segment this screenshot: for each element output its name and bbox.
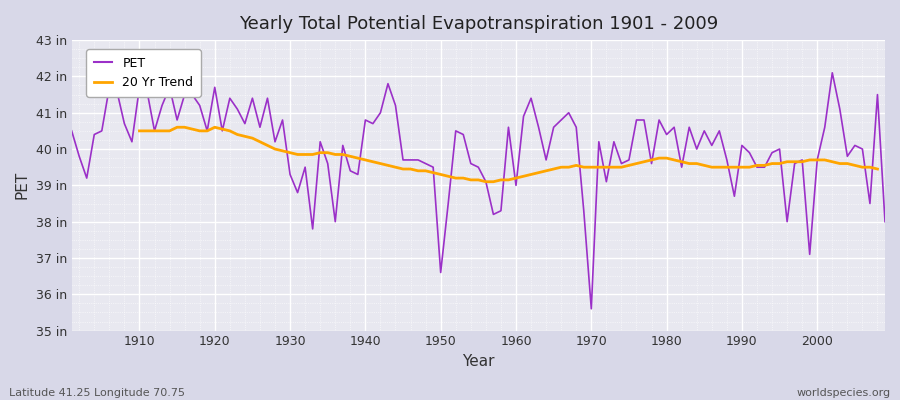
Text: Latitude 41.25 Longitude 70.75: Latitude 41.25 Longitude 70.75	[9, 388, 185, 398]
X-axis label: Year: Year	[462, 354, 495, 369]
Title: Yearly Total Potential Evapotranspiration 1901 - 2009: Yearly Total Potential Evapotranspiratio…	[238, 15, 718, 33]
Legend: PET, 20 Yr Trend: PET, 20 Yr Trend	[86, 49, 201, 96]
Text: worldspecies.org: worldspecies.org	[796, 388, 891, 398]
Y-axis label: PET: PET	[15, 171, 30, 200]
